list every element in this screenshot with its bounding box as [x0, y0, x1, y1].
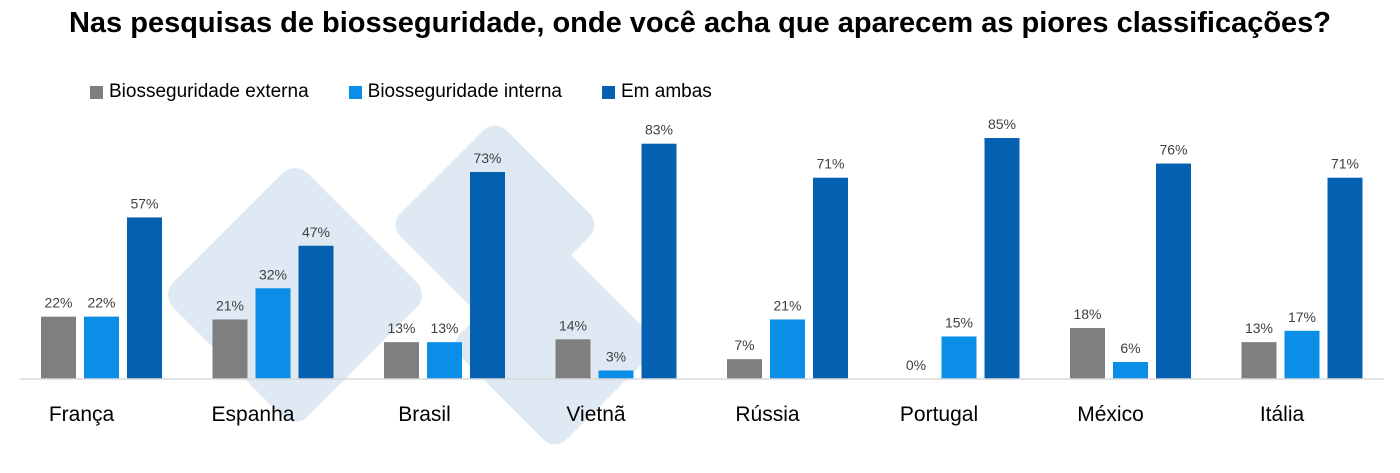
- data-label: 32%: [259, 266, 287, 282]
- bar: [1327, 177, 1363, 379]
- data-label: 14%: [559, 317, 587, 333]
- legend-label: Biosseguridade externa: [109, 81, 309, 102]
- watermark: [168, 125, 655, 445]
- bar: [727, 359, 762, 379]
- data-label: 76%: [1159, 142, 1187, 158]
- bar: [1284, 330, 1320, 379]
- category-label: México: [1077, 403, 1144, 426]
- bar: [1070, 327, 1105, 379]
- bar: [470, 172, 505, 379]
- data-label: 22%: [87, 295, 115, 311]
- bar: [298, 245, 334, 379]
- bar: [770, 319, 805, 379]
- category-label: Itália: [1260, 403, 1305, 426]
- data-label: 18%: [1073, 306, 1101, 322]
- data-label: 0%: [906, 357, 926, 373]
- category-label: Rússia: [735, 403, 800, 426]
- bar: [384, 342, 419, 379]
- legend-item: Biosseguridade externa: [90, 81, 309, 103]
- legend-swatch: [602, 85, 615, 99]
- data-label: 57%: [130, 195, 158, 211]
- legend-item: Em ambas: [602, 81, 712, 103]
- legend-swatch: [348, 85, 362, 99]
- legend-label: Biosseguridade interna: [367, 81, 562, 102]
- bar: [1241, 342, 1277, 379]
- bar: [598, 370, 634, 379]
- data-label: 83%: [645, 122, 673, 138]
- bar: [212, 319, 248, 379]
- category-label: Vietnã: [566, 403, 625, 426]
- legend-label: Em ambas: [621, 81, 712, 102]
- data-label: 6%: [1120, 340, 1140, 356]
- data-label: 3%: [606, 348, 626, 364]
- chart-title: Nas pesquisas de biosseguridade, onde vo…: [68, 7, 1332, 39]
- category-label: Portugal: [900, 403, 978, 426]
- data-label: 85%: [988, 116, 1016, 132]
- data-label: 13%: [430, 320, 458, 336]
- legend: Biosseguridade externa Biosseguridade in…: [90, 81, 752, 103]
- data-label: 71%: [1331, 156, 1359, 172]
- bar: [555, 339, 591, 379]
- data-label: 21%: [773, 297, 801, 313]
- data-label: 17%: [1288, 309, 1316, 325]
- data-label: 7%: [734, 337, 754, 353]
- data-label: 22%: [44, 295, 72, 311]
- data-label: 15%: [945, 314, 973, 330]
- category-label: Espanha: [212, 403, 295, 426]
- bar: [84, 316, 119, 379]
- data-label: 21%: [216, 297, 244, 313]
- data-label: 47%: [302, 224, 330, 240]
- bar: [1156, 163, 1191, 379]
- legend-item: Biosseguridade interna: [348, 81, 562, 103]
- category-label: Brasil: [398, 403, 451, 426]
- bar: [1113, 361, 1148, 379]
- bar: [255, 288, 291, 379]
- bar: [813, 177, 848, 379]
- bar: [984, 138, 1020, 379]
- legend-swatch: [90, 85, 103, 99]
- data-label: 13%: [1245, 320, 1273, 336]
- data-label: 73%: [473, 150, 501, 166]
- bar: [641, 143, 677, 379]
- data-label: 71%: [816, 156, 844, 172]
- category-label: França: [49, 403, 115, 426]
- bar: [427, 342, 462, 379]
- bar: [127, 217, 162, 379]
- bar: [941, 336, 977, 379]
- data-label: 13%: [387, 320, 415, 336]
- bar: [41, 316, 76, 379]
